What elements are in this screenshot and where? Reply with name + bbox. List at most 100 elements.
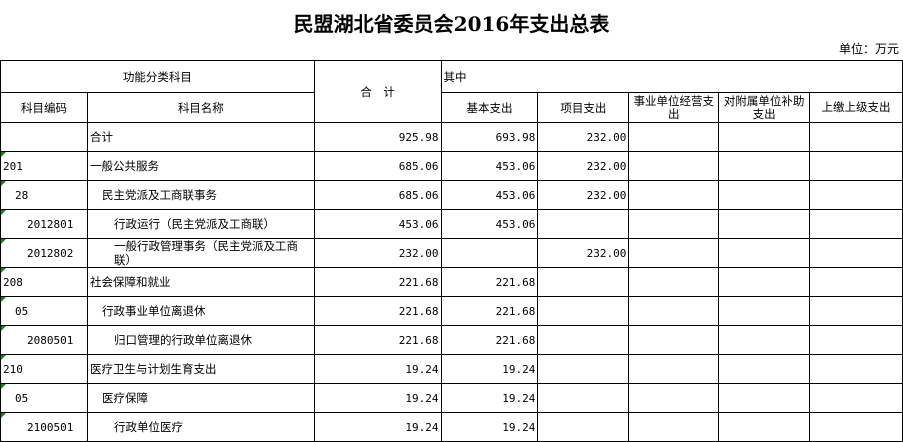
cell-empty[interactable]: [809, 412, 903, 442]
cell-name[interactable]: 社会保障和就业: [86, 267, 315, 297]
cell-name[interactable]: 民主党派及工商联事务: [86, 180, 315, 210]
cell-empty[interactable]: [628, 122, 720, 152]
cell-empty[interactable]: [628, 325, 720, 355]
cell-name[interactable]: 行政事业单位离退休: [86, 296, 315, 326]
header-of-which: 其中: [440, 60, 903, 93]
cell-code[interactable]: [0, 122, 88, 152]
cell-basic[interactable]: 693.98: [440, 122, 539, 152]
cell-name[interactable]: 合计: [86, 122, 315, 152]
name-text: 行政运行（民主党派及工商联）: [113, 217, 275, 231]
cell-project[interactable]: [537, 209, 630, 239]
cell-project[interactable]: 232.00: [537, 122, 630, 152]
cell-total[interactable]: 221.68: [313, 325, 442, 355]
cell-total[interactable]: 19.24: [313, 354, 442, 384]
cell-empty[interactable]: [628, 238, 720, 268]
cell-basic[interactable]: 453.06: [440, 151, 539, 181]
header-upper: 上缴上级支出: [809, 92, 903, 123]
cell-basic[interactable]: 19.24: [440, 412, 539, 442]
cell-code[interactable]: 208: [0, 267, 88, 297]
cell-code[interactable]: 201: [0, 151, 88, 181]
cell-empty[interactable]: [809, 325, 903, 355]
comment-marker-icon: [1, 384, 6, 389]
cell-empty[interactable]: [718, 209, 811, 239]
cell-project[interactable]: [537, 296, 630, 326]
cell-empty[interactable]: [628, 180, 720, 210]
cell-project[interactable]: [537, 267, 630, 297]
cell-empty[interactable]: [718, 238, 811, 268]
cell-code[interactable]: 05: [0, 383, 88, 413]
cell-empty[interactable]: [718, 296, 811, 326]
basic-text: 693.98: [495, 130, 536, 144]
cell-empty[interactable]: [718, 412, 811, 442]
cell-basic[interactable]: 19.24: [440, 383, 539, 413]
cell-empty[interactable]: [809, 151, 903, 181]
cell-code[interactable]: 2012802: [0, 238, 88, 268]
cell-project[interactable]: 232.00: [537, 238, 630, 268]
cell-empty[interactable]: [809, 383, 903, 413]
cell-basic[interactable]: [440, 238, 539, 268]
cell-empty[interactable]: [628, 383, 720, 413]
cell-empty[interactable]: [628, 412, 720, 442]
cell-name[interactable]: 行政单位医疗: [86, 412, 315, 442]
cell-project[interactable]: 232.00: [537, 180, 630, 210]
cell-empty[interactable]: [809, 122, 903, 152]
cell-total[interactable]: 19.24: [313, 412, 442, 442]
cell-code[interactable]: 2012801: [0, 209, 88, 239]
cell-basic[interactable]: 221.68: [440, 296, 539, 326]
cell-empty[interactable]: [718, 383, 811, 413]
cell-total[interactable]: 685.06: [313, 151, 442, 181]
comment-marker-icon: [1, 326, 6, 331]
cell-code[interactable]: 2080501: [0, 325, 88, 355]
comment-marker-icon: [1, 152, 6, 157]
cell-empty[interactable]: [809, 180, 903, 210]
cell-empty[interactable]: [718, 354, 811, 384]
cell-basic[interactable]: 19.24: [440, 354, 539, 384]
cell-basic[interactable]: 453.06: [440, 209, 539, 239]
cell-empty[interactable]: [718, 122, 811, 152]
cell-name[interactable]: 行政运行（民主党派及工商联）: [86, 209, 315, 239]
cell-empty[interactable]: [628, 296, 720, 326]
cell-name[interactable]: 归口管理的行政单位离退休: [86, 325, 315, 355]
cell-total[interactable]: 685.06: [313, 180, 442, 210]
cell-code[interactable]: 210: [0, 354, 88, 384]
cell-code[interactable]: 28: [0, 180, 88, 210]
cell-empty[interactable]: [809, 354, 903, 384]
total-text: 221.68: [398, 304, 439, 318]
cell-empty[interactable]: [809, 296, 903, 326]
cell-total[interactable]: 453.06: [313, 209, 442, 239]
cell-empty[interactable]: [628, 267, 720, 297]
cell-total[interactable]: 221.68: [313, 267, 442, 297]
code-text: 2100501: [27, 420, 74, 434]
cell-empty[interactable]: [809, 267, 903, 297]
table-row: 05 医疗保障 19.24 19.24: [0, 383, 903, 413]
cell-name[interactable]: 医疗卫生与计划生育支出: [86, 354, 315, 384]
cell-basic[interactable]: 453.06: [440, 180, 539, 210]
cell-project[interactable]: 232.00: [537, 151, 630, 181]
cell-project[interactable]: [537, 383, 630, 413]
cell-empty[interactable]: [809, 209, 903, 239]
cell-empty[interactable]: [718, 325, 811, 355]
cell-empty[interactable]: [628, 209, 720, 239]
cell-code[interactable]: 2100501: [0, 412, 88, 442]
cell-code[interactable]: 05: [0, 296, 88, 326]
cell-empty[interactable]: [628, 354, 720, 384]
cell-basic[interactable]: 221.68: [440, 267, 539, 297]
cell-project[interactable]: [537, 325, 630, 355]
cell-name[interactable]: 一般公共服务: [86, 151, 315, 181]
table-row: 05 行政事业单位离退休 221.68 221.68: [0, 296, 903, 326]
table-row: 208 社会保障和就业 221.68 221.68: [0, 267, 903, 297]
cell-empty[interactable]: [718, 180, 811, 210]
cell-project[interactable]: [537, 412, 630, 442]
cell-total[interactable]: 925.98: [313, 122, 442, 152]
cell-total[interactable]: 232.00: [313, 238, 442, 268]
cell-name[interactable]: 一般行政管理事务（民主党派及工商联）: [86, 238, 315, 268]
cell-total[interactable]: 221.68: [313, 296, 442, 326]
cell-empty[interactable]: [628, 151, 720, 181]
cell-name[interactable]: 医疗保障: [86, 383, 315, 413]
cell-empty[interactable]: [718, 267, 811, 297]
cell-empty[interactable]: [809, 238, 903, 268]
cell-project[interactable]: [537, 354, 630, 384]
cell-basic[interactable]: 221.68: [440, 325, 539, 355]
cell-total[interactable]: 19.24: [313, 383, 442, 413]
cell-empty[interactable]: [718, 151, 811, 181]
